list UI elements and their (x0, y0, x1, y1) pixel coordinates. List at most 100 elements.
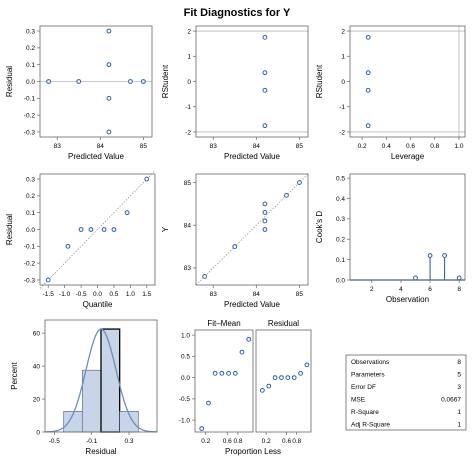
resid_vs_pred-ytick-label: -0.2 (24, 112, 36, 119)
qq_plot-ytick-label: -0.2 (24, 260, 36, 267)
residual_fit_spread-spread_right-point (260, 388, 264, 392)
residual_fit_spread-spread_right-point (292, 376, 296, 380)
residual_histogram-xtick-label: -0.5 (49, 438, 61, 445)
rstudent_vs_pred-ytick-label: -1 (185, 104, 191, 111)
rstudent_vs_leverage-point (366, 124, 370, 128)
cooks_d-ytick-label: 0.3 (336, 216, 345, 223)
residual_fit_spread-ytick-label: 0.0 (181, 375, 190, 382)
qq_plot-ytick-label: 0.2 (26, 193, 35, 200)
cooks_d-ytick-label: 0.5 (336, 175, 345, 182)
residual_histogram-xtick-label: 0.3 (124, 438, 133, 445)
cooks_d-xtick-label: 8 (457, 286, 461, 293)
residual_fit_spread-xlabel: Proportion Less (225, 447, 281, 456)
resid_vs_pred-point (107, 96, 111, 100)
residual_fit_spread-spread_right-xtick-label: 0.8 (292, 438, 301, 445)
residual_fit_spread-spread_right-frame (256, 330, 311, 432)
cooks_d-ytick-label: 0.4 (336, 196, 345, 203)
y_vs_pred-point (263, 202, 267, 206)
qq_plot-fit-line (40, 171, 155, 289)
rstudent_vs_leverage-point (366, 35, 370, 39)
residual_fit_spread-spread_right-point (305, 363, 309, 367)
qq_plot-point (102, 228, 106, 232)
y_vs_pred-xtick-label: 84 (253, 291, 261, 298)
residual_fit_spread-spread_right-point (299, 371, 303, 375)
rstudent_vs_leverage-xtick-label: 0.8 (430, 143, 439, 150)
residual_fit_spread-spread_right-xtick-label: 0.6 (282, 438, 291, 445)
y_vs_pred-point (297, 181, 301, 185)
resid_vs_pred-point (141, 80, 145, 84)
fit_statistics-row-label: R-Square (351, 409, 379, 416)
residual_histogram-ytick-label: 20 (33, 396, 41, 403)
qq_plot-xtick-label: 1.0 (126, 291, 135, 298)
residual_fit_spread-panel-header: Fit–Mean (207, 319, 240, 328)
residual_fit_spread-ytick-label: -0.5 (179, 396, 191, 403)
rstudent_vs_pred-xtick-label: 83 (210, 143, 218, 150)
qq_plot-xtick-label: 0.0 (93, 291, 102, 298)
rstudent_vs_pred-frame (196, 26, 308, 137)
qq_plot-xtick-label: -0.5 (75, 291, 87, 298)
cooks_d-xtick-label: 6 (428, 286, 432, 293)
cooks_d-ylabel: Cook's D (315, 211, 324, 243)
cooks_d-frame (350, 174, 465, 280)
residual_fit_spread-spread_right-xtick-label: 0.2 (262, 438, 271, 445)
residual_fit_spread-spread_left-point (233, 371, 237, 375)
rstudent_vs_leverage-frame (350, 26, 465, 137)
resid_vs_pred-xlabel: Predicted Value (68, 152, 124, 161)
qq_plot-ytick-label: 0.3 (26, 176, 35, 183)
resid_vs_pred-xtick-label: 85 (140, 143, 148, 150)
residual_histogram-ytick-label: 0 (36, 429, 40, 436)
y_vs_pred-ytick-label: 85 (184, 180, 192, 187)
rstudent_vs_leverage-point (366, 71, 370, 75)
residual_fit_spread-ytick-label: 0.5 (181, 354, 190, 361)
residual_fit_spread-spread_left-point (207, 401, 211, 405)
residual_histogram-ytick-label: 40 (33, 363, 41, 370)
y_vs_pred-point (203, 275, 207, 279)
resid_vs_pred-ytick-label: 0.2 (26, 45, 35, 52)
residual_fit_spread-spread_left-point (213, 371, 217, 375)
fit_statistics-row-value: 5 (457, 371, 461, 378)
rstudent_vs_leverage-ylabel: RStudent (315, 64, 324, 98)
qq_plot-point (46, 278, 50, 282)
residual_fit_spread-ytick-label: -1.0 (179, 417, 191, 424)
residual_fit_spread-spread_left-xtick-label: 0.8 (233, 438, 242, 445)
cooks_d-point (414, 276, 418, 280)
cooks_d-ytick-label: 0.2 (336, 237, 345, 244)
fit_statistics-table-frame (346, 355, 466, 430)
y_vs_pred-point (263, 211, 267, 215)
rstudent_vs_pred-xlabel: Predicted Value (224, 152, 280, 161)
residual_fit_spread-spread_right-point (286, 376, 290, 380)
rstudent_vs_leverage-ytick-label: 2 (341, 28, 345, 35)
qq_plot-point (145, 177, 149, 181)
rstudent_vs_leverage-xtick-label: 0.2 (358, 143, 367, 150)
y_vs_pred-ytick-label: 84 (184, 223, 192, 230)
resid_vs_pred-xtick-label: 83 (54, 143, 62, 150)
resid_vs_pred-ytick-label: 0.1 (26, 62, 35, 69)
cooks_d-xtick-label: 4 (399, 286, 403, 293)
rstudent_vs_pred-ytick-label: 0 (187, 79, 191, 86)
residual_fit_spread-spread_right-point (280, 376, 284, 380)
rstudent_vs_pred-point (263, 88, 267, 92)
fit_statistics-row-value: 1 (457, 409, 461, 416)
resid_vs_pred-point (107, 29, 111, 33)
residual_histogram-xtick-label: -0.1 (86, 438, 98, 445)
rstudent_vs_pred-point (263, 71, 267, 75)
resid_vs_pred-ylabel: Residual (5, 66, 14, 97)
fit_statistics-row-value: 8 (457, 359, 461, 366)
qq_plot-point (79, 228, 83, 232)
residual_fit_spread-spread_left-xtick-label: 0.2 (201, 438, 210, 445)
qq_plot-xtick-label: 0.5 (109, 291, 118, 298)
rstudent_vs_pred-ytick-label: -2 (185, 129, 191, 136)
residual_histogram-ytick-label: 60 (33, 330, 41, 337)
resid_vs_pred-point (107, 63, 111, 67)
rstudent_vs_leverage-ytick-label: 0 (341, 79, 345, 86)
qq_plot-xtick-label: -1.5 (43, 291, 55, 298)
cooks_d-point (457, 276, 461, 280)
qq_plot-point (89, 228, 93, 232)
residual_histogram-xlabel: Residual (85, 447, 116, 456)
fit_statistics-row-value: 0.0667 (441, 396, 461, 403)
qq_plot-point (66, 244, 70, 248)
cooks_d-xlabel: Observation (386, 295, 429, 304)
rstudent_vs_leverage-ytick-label: -1 (339, 104, 345, 111)
y_vs_pred-point (263, 228, 267, 232)
